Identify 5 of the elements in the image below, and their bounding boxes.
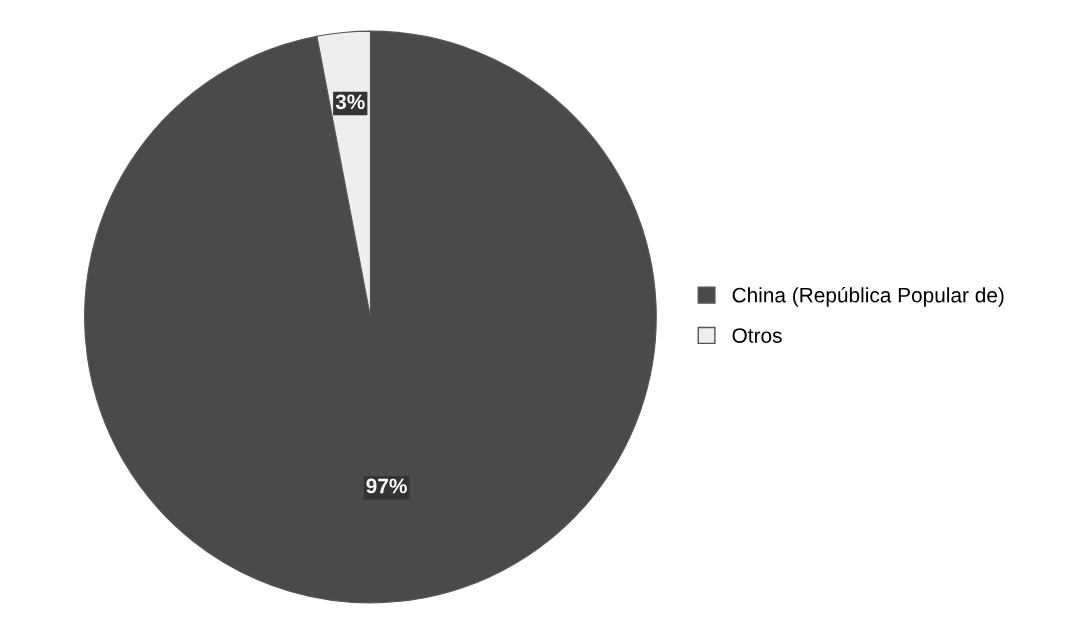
data-label: 3% (335, 94, 365, 110)
legend-label: China (República Popular de) (732, 286, 1004, 307)
data-label: 97% (366, 478, 407, 494)
legend-label: Otros (732, 328, 782, 343)
pie-slice (84, 30, 657, 604)
